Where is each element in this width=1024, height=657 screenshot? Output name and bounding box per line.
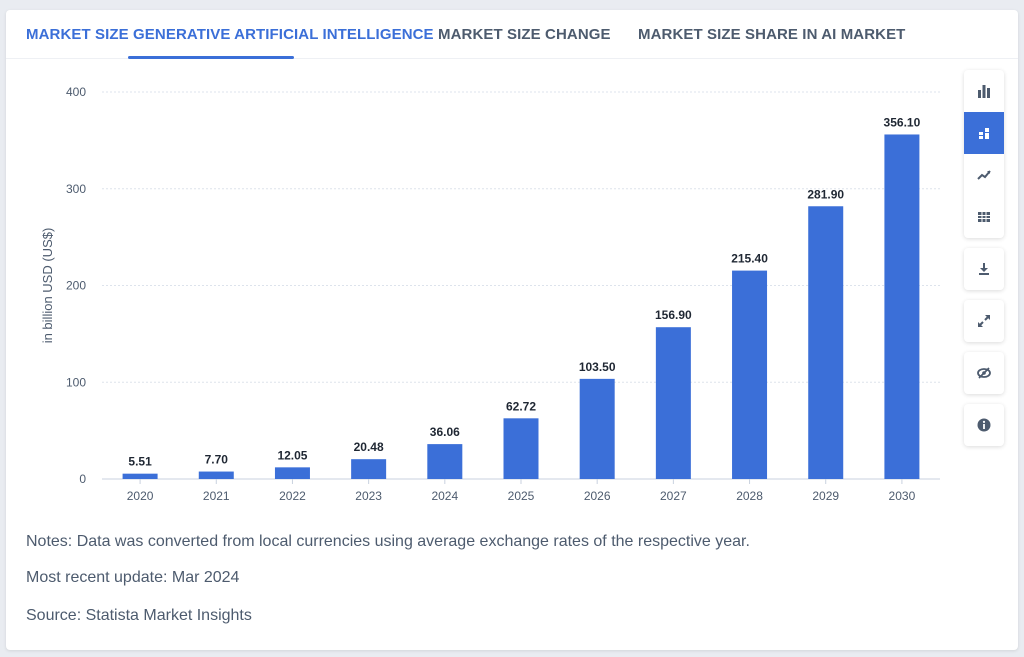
x-tick-label: 2027 bbox=[660, 489, 687, 503]
hide-button[interactable] bbox=[964, 352, 1004, 394]
chart-notes: Notes: Data was converted from local cur… bbox=[26, 533, 750, 550]
bar bbox=[808, 206, 844, 479]
bar-chart-icon bbox=[978, 85, 990, 98]
x-tick-label: 2021 bbox=[203, 489, 230, 503]
table-view-button[interactable] bbox=[964, 196, 1004, 238]
data-label: 62.72 bbox=[506, 399, 536, 413]
data-label: 7.70 bbox=[205, 453, 229, 467]
data-label: 156.90 bbox=[655, 308, 692, 322]
x-tick-label: 2024 bbox=[431, 489, 458, 503]
download-icon bbox=[979, 263, 989, 275]
active-tab-indicator bbox=[128, 56, 294, 59]
x-tick-label: 2026 bbox=[584, 489, 611, 503]
bar bbox=[351, 459, 387, 479]
stacked-bar-view-button[interactable] bbox=[964, 112, 1004, 154]
bar bbox=[579, 378, 615, 479]
y-tick-label: 0 bbox=[79, 472, 86, 486]
bar bbox=[122, 473, 158, 479]
y-axis-title: in billion USD (US$) bbox=[40, 228, 55, 344]
last-update: Most recent update: Mar 2024 bbox=[26, 569, 240, 586]
hide-group bbox=[964, 352, 1004, 394]
fullscreen-button[interactable] bbox=[964, 300, 1004, 342]
tab-bar: MARKET SIZE GENERATIVE ARTIFICIAL INTELL… bbox=[6, 10, 1018, 59]
download-button[interactable] bbox=[964, 248, 1004, 290]
info-group bbox=[964, 404, 1004, 446]
bar-chart-view-button[interactable] bbox=[964, 70, 1004, 112]
bar bbox=[732, 270, 768, 479]
data-label: 36.06 bbox=[430, 425, 460, 439]
bar-chart: 0 100 200 300 400 in billion USD (US$) 5.51 202… bbox=[40, 85, 940, 503]
data-label: 20.48 bbox=[354, 440, 384, 454]
stacked-bar-icon bbox=[979, 128, 989, 139]
y-tick-label: 200 bbox=[66, 279, 86, 293]
x-tick-label: 2030 bbox=[889, 489, 916, 503]
y-tick-label: 400 bbox=[66, 85, 86, 99]
y-tick-label: 300 bbox=[66, 182, 86, 196]
bar bbox=[503, 418, 539, 479]
x-tick-label: 2029 bbox=[812, 489, 839, 503]
data-label: 281.90 bbox=[807, 187, 844, 201]
chart-source: Source: Statista Market Insights bbox=[26, 607, 252, 624]
data-label: 103.50 bbox=[579, 360, 616, 374]
fullscreen-icon bbox=[978, 315, 990, 327]
bar bbox=[427, 444, 463, 479]
bar bbox=[198, 471, 234, 479]
x-tick-label: 2028 bbox=[736, 489, 763, 503]
data-label: 215.40 bbox=[731, 252, 768, 266]
tab-market-size-share[interactable]: MARKET SIZE SHARE IN AI MARKET bbox=[638, 26, 906, 43]
x-tick-label: 2023 bbox=[355, 489, 382, 503]
info-icon bbox=[977, 418, 991, 432]
download-group bbox=[964, 248, 1004, 290]
x-tick-label: 2022 bbox=[279, 489, 306, 503]
info-button[interactable] bbox=[964, 404, 1004, 446]
x-tick-label: 2025 bbox=[508, 489, 535, 503]
tab-market-size-genai[interactable]: MARKET SIZE GENERATIVE ARTIFICIAL INTELL… bbox=[26, 26, 434, 43]
table-view-icon bbox=[978, 212, 990, 222]
view-toggle-group bbox=[964, 70, 1004, 238]
y-tick-label: 100 bbox=[66, 375, 86, 389]
fullscreen-group bbox=[964, 300, 1004, 342]
bar bbox=[274, 467, 310, 479]
hide-icon bbox=[977, 367, 991, 379]
data-label: 356.10 bbox=[884, 115, 921, 129]
bar bbox=[655, 327, 691, 479]
bar bbox=[884, 134, 920, 479]
data-label: 5.51 bbox=[128, 455, 152, 469]
line-chart-view-button[interactable] bbox=[964, 154, 1004, 196]
data-label: 12.05 bbox=[277, 448, 307, 462]
chart-card: MARKET SIZE GENERATIVE ARTIFICIAL INTELL… bbox=[6, 10, 1018, 650]
line-chart-icon bbox=[977, 170, 991, 180]
tab-market-size-change[interactable]: MARKET SIZE CHANGE bbox=[438, 26, 611, 43]
x-tick-label: 2020 bbox=[127, 489, 154, 503]
